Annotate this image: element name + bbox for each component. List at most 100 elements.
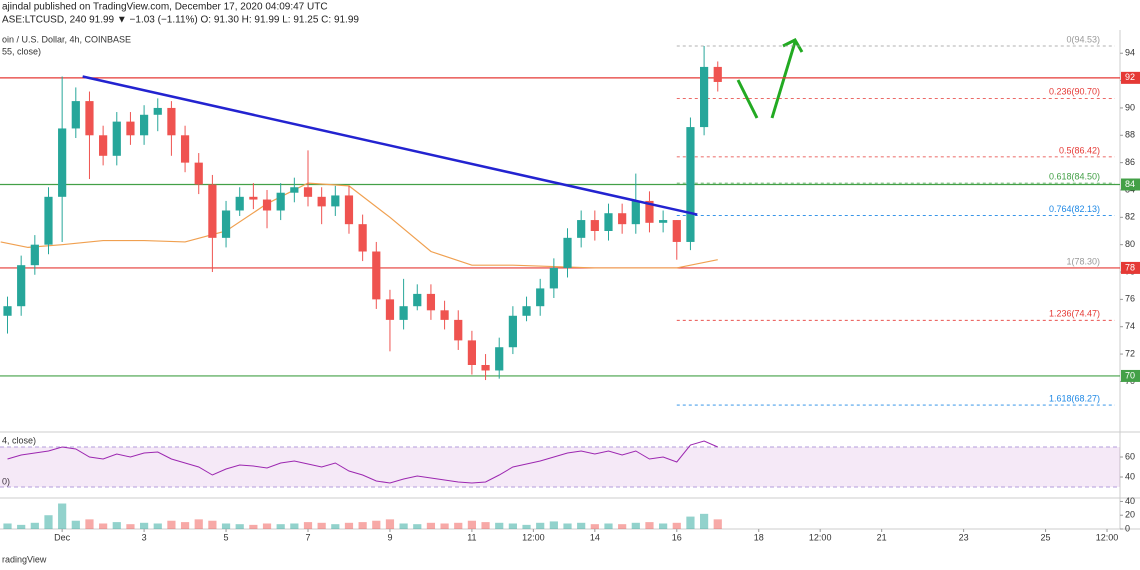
volume-bar [276, 524, 285, 529]
y-tick-label: 88 [1125, 130, 1135, 140]
candle-body [495, 347, 504, 371]
rsi-tick-label: 40 [1125, 471, 1135, 481]
candle-body [713, 66, 722, 82]
volume-tick-label: 20 [1125, 510, 1135, 520]
volume-bar [112, 522, 121, 529]
x-tick-label: 21 [877, 532, 887, 542]
volume-bar [604, 523, 613, 529]
candle-body [563, 237, 572, 268]
level-marker [1121, 71, 1140, 84]
volume-bar [194, 519, 203, 529]
volume-bar [659, 523, 668, 529]
volume-bar [44, 515, 53, 529]
volume-bar [426, 522, 436, 529]
candle-body [71, 101, 80, 129]
pane-title: oin / U.S. Dollar, 4h, COINBASE [2, 34, 131, 44]
candle-body [385, 299, 395, 320]
volume-bar [686, 516, 695, 529]
candle-body [508, 315, 517, 348]
candle-body [631, 200, 640, 225]
candle-body [604, 213, 613, 231]
candle-body [577, 220, 586, 238]
y-tick-label: 82 [1125, 212, 1135, 222]
candle-body [372, 251, 381, 300]
candle-body [536, 288, 545, 307]
volume-bar [249, 524, 258, 529]
candle-body [3, 306, 12, 316]
volume-bar [290, 523, 299, 529]
level-label: 70 [1125, 370, 1135, 380]
candle-body [358, 224, 367, 252]
candle-body [331, 195, 340, 207]
publisher: ajindal published on TradingView.com, De… [2, 2, 328, 13]
volume-bar [17, 524, 26, 529]
candle-body [58, 128, 67, 197]
y-tick-label: 94 [1125, 48, 1135, 58]
x-tick-label: 16 [672, 532, 682, 542]
candle-body [126, 121, 135, 136]
candle-body [618, 213, 627, 225]
candle-body [194, 162, 203, 185]
x-tick-label: 5 [224, 532, 229, 542]
volume-bar [700, 513, 709, 529]
volume-bar [372, 520, 381, 529]
fib-label: 1(78.30) [1066, 256, 1100, 266]
candle-body [290, 187, 299, 193]
candle-body [686, 127, 695, 242]
candle-body [549, 267, 558, 289]
fib-label: 1.236(74.47) [1049, 309, 1100, 319]
x-tick-label: 7 [305, 532, 310, 542]
rsi-label: 4, close) [2, 435, 36, 445]
y-tick-label: 86 [1125, 157, 1135, 167]
candle-body [140, 114, 149, 136]
candle-body [167, 107, 176, 136]
volume-bar [303, 522, 313, 529]
candle-body [17, 265, 26, 307]
candle-body [413, 293, 422, 307]
volume-bar [522, 524, 531, 529]
volume-bar [536, 522, 545, 529]
footer: radingView [2, 554, 47, 564]
fib-label: 1.618(68.27) [1049, 393, 1100, 403]
volume-bar [672, 522, 681, 529]
volume-bar [317, 522, 326, 529]
candle-body [426, 293, 436, 311]
candle-body [303, 187, 313, 197]
x-tick-label: 12:00 [1096, 532, 1119, 542]
volume-bar [577, 522, 586, 529]
volume-bar [331, 524, 340, 529]
candle-body [85, 101, 94, 136]
candle-body [344, 195, 354, 225]
candle-body [440, 310, 449, 320]
candle-body [112, 121, 121, 156]
level-marker [1121, 261, 1140, 274]
x-tick-label: 25 [1041, 532, 1051, 542]
volume-bar [631, 522, 640, 529]
level-marker [1121, 178, 1140, 191]
candle-body [99, 135, 108, 156]
volume-bar [126, 524, 135, 529]
x-tick-label: Dec [54, 532, 71, 542]
volume-bar [140, 522, 149, 529]
x-tick-label: 11 [467, 532, 476, 542]
candle-body [249, 196, 258, 200]
volume-bar [413, 524, 422, 529]
x-tick-label: 9 [387, 532, 392, 542]
candle-body [454, 319, 463, 341]
x-tick-label: 12:00 [522, 532, 545, 542]
trendline [82, 75, 698, 216]
volume-bar [208, 520, 217, 529]
y-tick-label: 74 [1125, 321, 1135, 331]
volume-tick-label: 40 [1125, 496, 1135, 506]
fib-label: 0.764(82.13) [1049, 204, 1100, 214]
volume-bar [563, 523, 572, 529]
symbol-line: ASE:LTCUSD, 240 91.99 ▼ −1.03 (−1.11%) O… [2, 15, 359, 26]
x-tick-label: 12:00 [809, 532, 832, 542]
volume-bar [399, 523, 408, 529]
x-tick-label: 23 [959, 532, 969, 542]
candle-body [317, 196, 326, 207]
candle-body [700, 66, 709, 128]
candle-body [221, 210, 231, 238]
